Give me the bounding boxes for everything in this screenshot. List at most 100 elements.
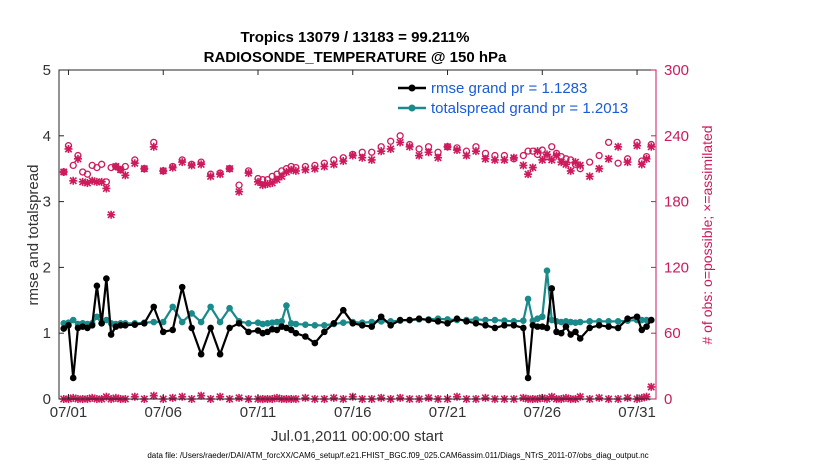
rmse-point [131,321,139,328]
rejected-obs-marker [396,393,405,402]
assimilated-obs-marker [604,154,613,163]
assimilated-obs-marker [481,154,490,163]
assimilated-obs-marker [524,170,533,179]
totalspread-point [159,318,167,326]
rejected-obs-marker [561,393,570,402]
assimilated-obs-marker [543,150,552,159]
totalspread-point [543,267,551,274]
x-axis: 07/01 07/06 07/11 07/16 07/21 07/26 07/31 [50,70,656,421]
rmse-point [60,325,68,332]
rmse-point [520,324,527,332]
assimilated-obs-marker [519,161,528,170]
assimilated-obs-marker [216,170,225,179]
x-tick-label: 07/01 [50,404,88,421]
y-right-tick-label: 180 [664,194,689,211]
assimilated-obs-marker [528,163,537,172]
totalspread-point [178,318,186,326]
totalspread-point [482,316,489,324]
assimilated-obs-marker [320,162,329,171]
legend: rmse grand pr = 1.1283 totalspread grand… [394,78,650,120]
chart-title-line1: Tropics 13079 / 13183 = 99.211% [241,29,470,46]
assimilated-obs-marker [69,176,78,185]
rmse-point [482,322,489,329]
rmse-point [548,285,556,292]
rejected-obs-marker [576,392,585,401]
rmse-point [140,320,148,327]
rmse-point [415,315,423,323]
possible-obs-marker [595,151,603,160]
assimilated-obs-marker [595,164,604,173]
possible-obs-marker [524,147,532,155]
totalspread-point [576,318,584,326]
assimilated-obs-marker [83,178,92,187]
rejected-obs-marker [377,393,386,402]
possible-obs-marker [586,158,594,166]
rmse-point [624,315,631,323]
rmse-point [349,320,357,327]
assimilated-obs-marker [585,172,594,181]
rmse-point [463,318,470,325]
x-tick-label: 07/16 [334,404,372,421]
possible-obs-marker [519,151,527,160]
assimilated-obs-marker [310,164,319,173]
totalspread-point [292,320,300,328]
totalspread-point [321,322,328,329]
rejected-obs-marker [301,393,310,402]
assimilated-obs-marker [614,142,623,151]
rmse-point [453,315,461,323]
x-tick-label: 07/26 [524,404,562,421]
y-tick-label: 0 [43,391,51,408]
legend-box [394,78,650,120]
totalspread-point [586,318,593,325]
assimilated-obs-marker [642,154,651,163]
rmse-point [103,275,110,282]
rmse-point [169,326,177,334]
totalspread-point [614,318,622,325]
assimilated-obs-marker [377,147,386,156]
y-tick-label: 3 [43,194,51,211]
legend-label-spread: totalspread grand pr = 1.2013 [431,100,628,117]
assimilated-obs-marker [88,176,97,185]
rejected-obs-marker [623,393,632,402]
rejected-obs-marker [547,392,556,401]
rejected-obs-marker [111,393,120,402]
assimilated-obs-marker [272,175,281,184]
rejected-obs-marker [519,393,528,402]
rmse-point [614,324,622,332]
assimilated-obs-marker [263,180,272,189]
rejected-obs-marker [481,393,490,402]
totalspread-point [283,302,290,309]
assimilated-obs-marker [348,151,357,160]
rejected-obs-marker [642,392,651,401]
rmse-point [510,322,518,329]
totalspread-point [188,310,195,317]
assimilated-obs-marker [405,142,414,151]
assimilated-obs-marker [571,158,580,167]
rmse-point [633,313,641,321]
assimilated-obs-marker [509,153,518,162]
assimilated-obs-marker [277,172,286,181]
rmse-point [543,324,551,332]
rejected-obs-marker [424,393,433,402]
totalspread-point [491,316,499,324]
totalspread-point [339,319,347,326]
rejected-obs-marker [595,393,604,402]
assimilated-obs-marker [116,165,125,174]
y-axis-left: 0 1 2 3 4 5 [43,62,64,408]
totalspread-point [216,318,224,326]
assimilated-obs-marker [566,166,575,175]
rmse-point [292,329,300,337]
rmse-point [117,322,124,329]
totalspread-point [524,295,532,303]
rmse-point [287,326,295,334]
assimilated-obs-marker [291,166,300,175]
assimilated-obs-marker [462,151,471,160]
rmse-point [647,316,655,324]
assimilated-obs-marker [623,158,632,167]
possible-obs-marker [604,138,613,147]
assimilated-obs-marker [187,161,196,170]
y-right-tick-label: 240 [664,128,689,145]
rmse-point [472,320,480,327]
rmse-point [150,303,158,311]
